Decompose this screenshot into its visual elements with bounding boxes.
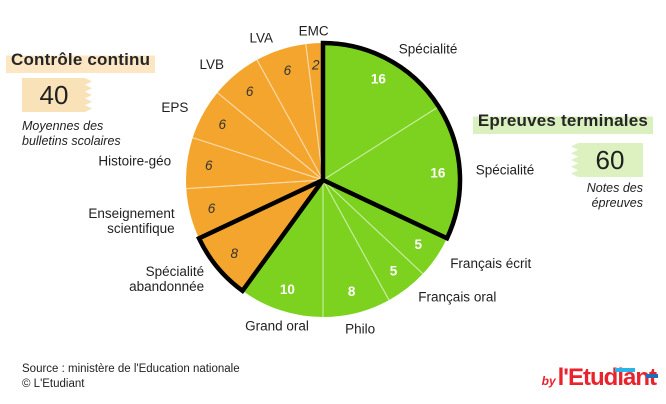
- letudiant-logo: by l'Etudiant: [541, 364, 658, 391]
- pie-slice-11: [257, 44, 323, 180]
- slice-value: 6: [246, 84, 254, 99]
- group-outline: [320, 40, 463, 242]
- pie-slice-4: [323, 180, 389, 318]
- continu-subtitle-line2: bulletins scolaires: [22, 134, 121, 148]
- slice-label: Enseignement scientifique: [88, 206, 175, 236]
- source-note: Source : ministère de l'Education nation…: [22, 362, 240, 391]
- slice-label: EPS: [161, 100, 188, 115]
- pie-slice-5: [242, 180, 323, 317]
- slice-label: Spécialité abandonnée: [129, 264, 204, 294]
- slice-value: 6: [208, 201, 216, 216]
- pie-slice-8: [186, 137, 323, 189]
- slice-divider: [322, 106, 440, 181]
- slice-value: 8: [231, 246, 239, 261]
- slice-label: Spécialité: [399, 41, 458, 56]
- slice-label: Philo: [345, 321, 375, 336]
- terminales-points-badge: 60: [571, 143, 643, 177]
- slice-label: LVB: [199, 57, 224, 72]
- slice-value: 6: [205, 158, 213, 173]
- slice-divider: [192, 137, 324, 181]
- slice-divider: [217, 92, 324, 181]
- pie-slice-0: [323, 42, 439, 180]
- source-line: Source : ministère de l'Education nation…: [22, 363, 240, 375]
- logo-by-text: by: [541, 374, 556, 388]
- copyright-line: © L'Etudiant: [22, 377, 85, 390]
- terminales-subtitle-line1: Notes des: [586, 181, 643, 195]
- slice-label: LVA: [249, 30, 273, 45]
- slice-divider: [322, 179, 390, 301]
- slice-divider: [322, 179, 424, 275]
- slice-label: EMC: [299, 23, 329, 38]
- slice-value: 16: [430, 165, 446, 180]
- slice-label: Histoire-géo: [98, 153, 171, 168]
- slice-value: 5: [414, 237, 422, 252]
- pie-slice-10: [217, 59, 323, 180]
- slice-label: Grand oral: [245, 319, 309, 334]
- continu-points-value: 40: [39, 79, 69, 110]
- continu-subtitle-line1: Moyennes des: [22, 119, 104, 133]
- pie-slice-2: [323, 180, 447, 274]
- terminales-heading: Epreuves terminales: [472, 109, 653, 134]
- slice-label: Spécialité: [476, 163, 535, 178]
- slice-value: 16: [371, 72, 387, 87]
- terminales-subtitle-line2: épreuves: [591, 196, 643, 210]
- logo-cyan-bar: [614, 368, 635, 372]
- continu-subtitle: Moyennes des bulletins scolaires: [22, 119, 121, 149]
- slice-value: 8: [348, 284, 356, 299]
- slice-divider: [305, 44, 324, 181]
- logo-brand-text: l'Etudiant: [557, 364, 657, 391]
- slice-divider: [186, 179, 324, 190]
- pie-slice-6: [199, 180, 323, 291]
- slice-divider: [256, 59, 324, 181]
- terminales-subtitle: Notes des épreuves: [587, 181, 643, 211]
- terminales-points-value: 60: [595, 144, 625, 175]
- pie-slice-3: [323, 180, 423, 301]
- continu-heading: Contrôle continu: [6, 48, 156, 73]
- pie-slice-9: [192, 92, 323, 180]
- slice-value: 6: [284, 63, 292, 78]
- slice-value: 5: [390, 263, 398, 278]
- group-outline: [196, 177, 325, 294]
- slice-label: Français écrit: [450, 256, 531, 271]
- slice-value: 2: [311, 58, 320, 73]
- slice-value: 10: [280, 282, 295, 297]
- pie-slice-1: [323, 106, 461, 239]
- slice-label: Français oral: [418, 290, 496, 305]
- slice-value: 6: [218, 117, 226, 132]
- continu-points-badge: 40: [22, 78, 92, 112]
- logo-blue-bar: [645, 374, 658, 378]
- logo-brand: l'Etudiant: [557, 364, 658, 391]
